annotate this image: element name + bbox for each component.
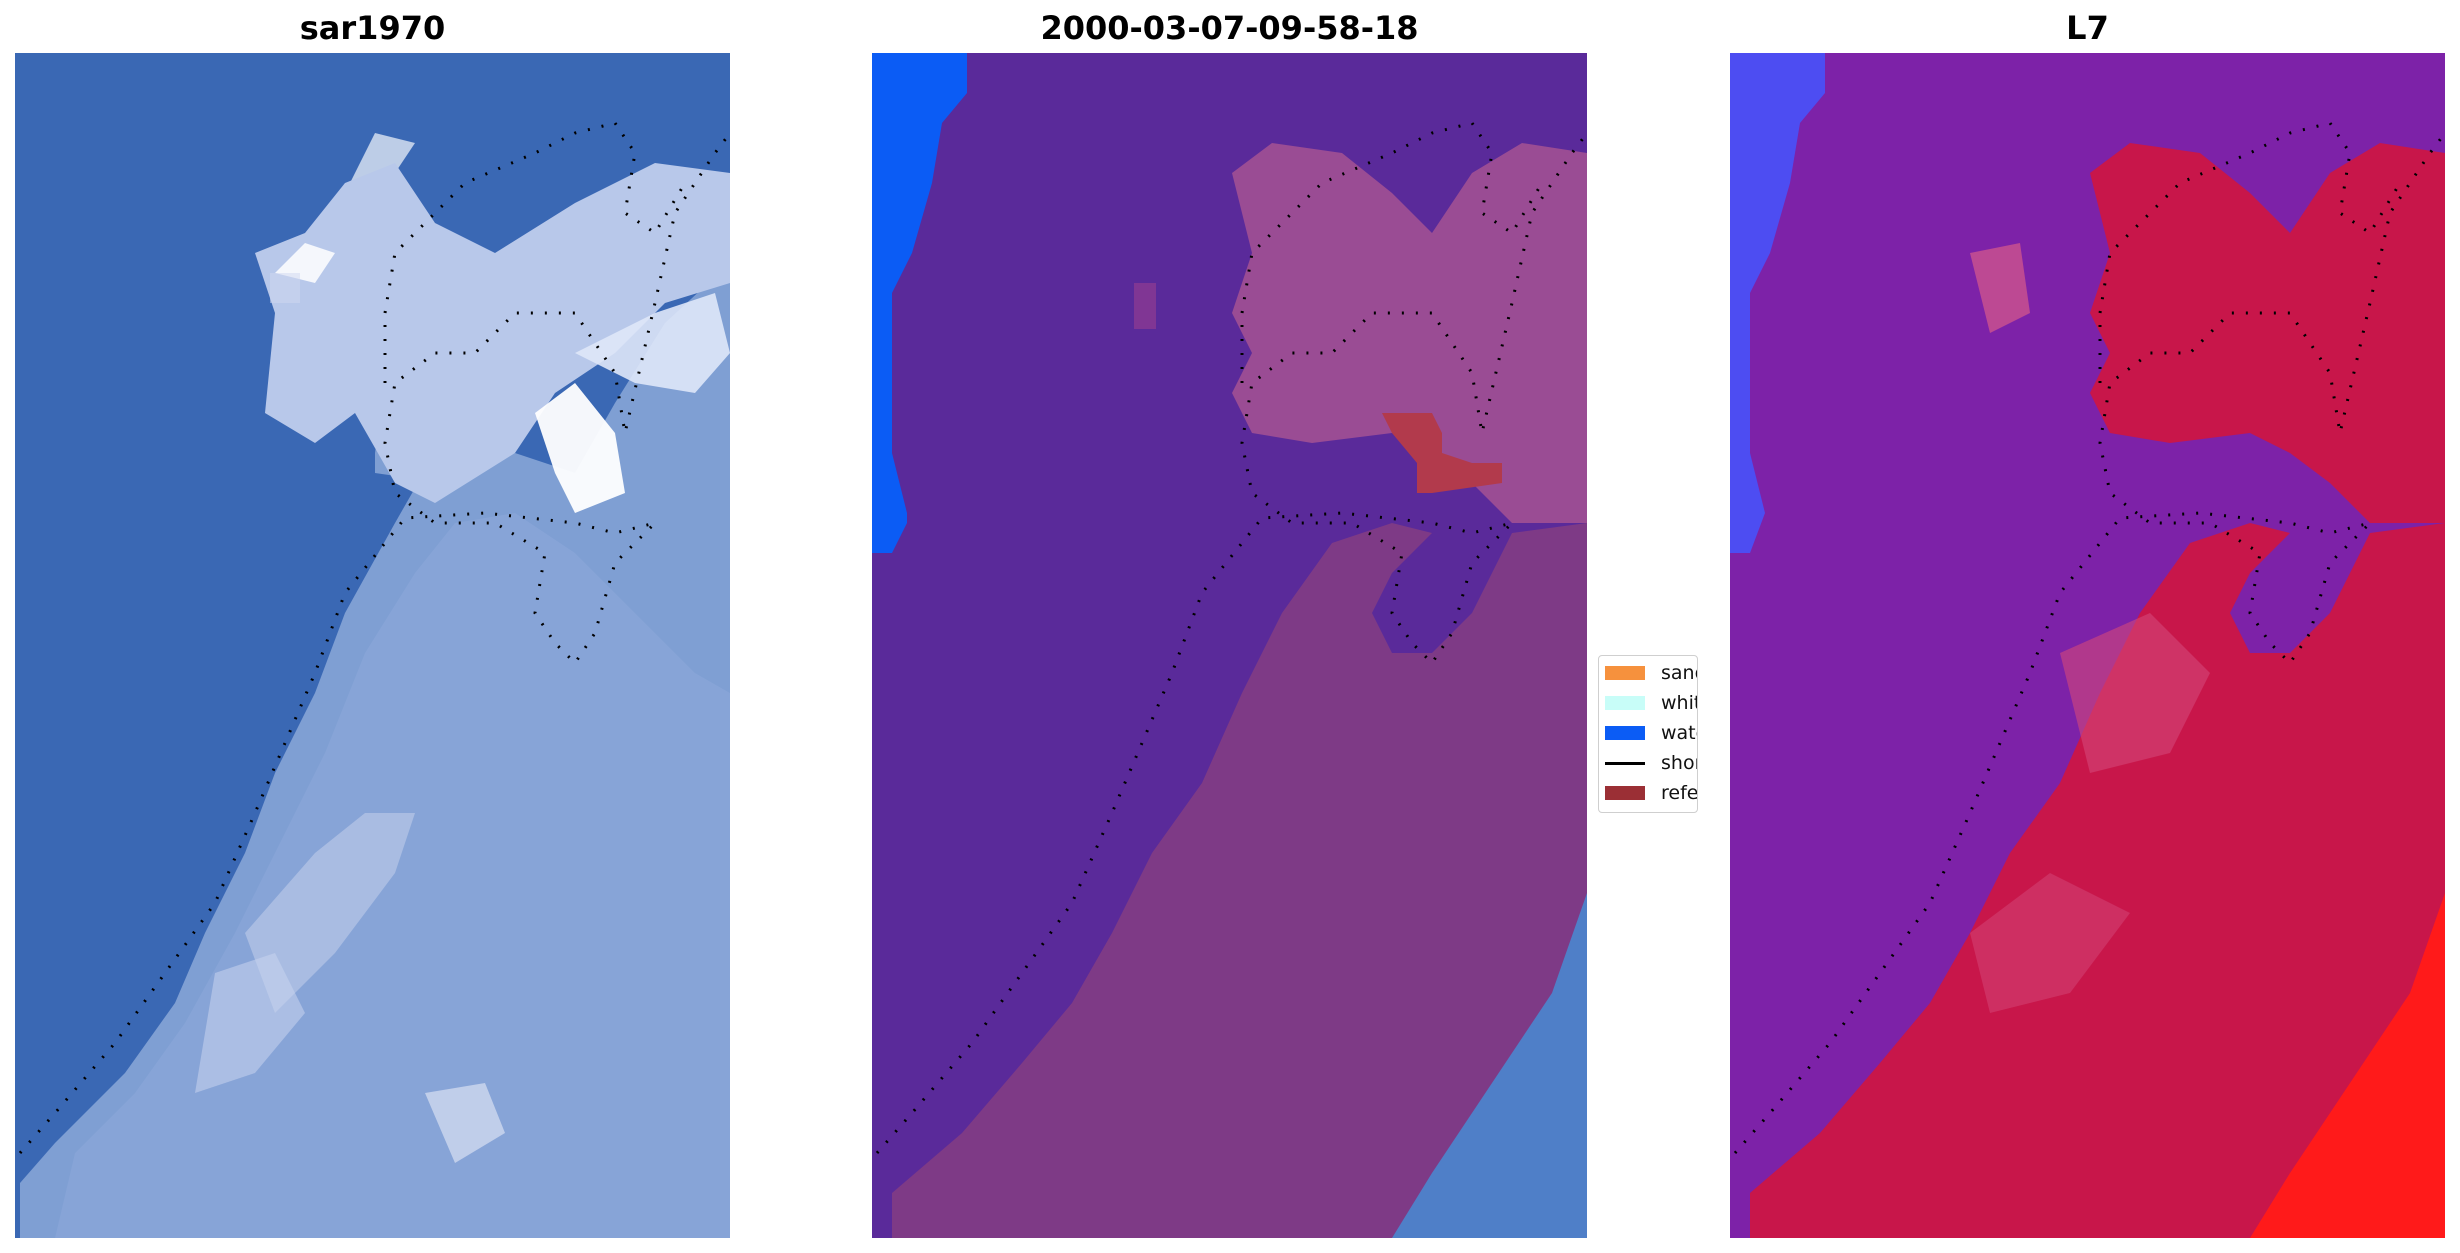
- rgb-image-panel: [15, 53, 730, 1238]
- legend-swatch-water: [1605, 726, 1645, 740]
- legend-label-water: water: [1661, 722, 1697, 744]
- index-image-panel: [1730, 53, 2445, 1238]
- legend-label-whitewater: whitewater: [1661, 692, 1697, 714]
- classification-panel: [872, 53, 1587, 1238]
- rgb-image: [15, 53, 730, 1238]
- legend-label-shoreline: shoreline: [1661, 752, 1698, 774]
- legend: sand whitewater water shoreline referenc…: [1598, 655, 1698, 813]
- legend-swatch-reference: [1605, 786, 1645, 800]
- legend-item-water: water: [1605, 722, 1697, 744]
- index-image: [1730, 53, 2445, 1238]
- panel-title-rgb: sar1970: [299, 9, 446, 47]
- legend-swatch-whitewater: [1605, 696, 1645, 710]
- classification-image: [872, 53, 1587, 1238]
- legend-item-sand: sand: [1605, 662, 1697, 684]
- panel-title-classification: 2000-03-07-09-58-18: [1040, 9, 1419, 47]
- legend-item-reference: reference: [1605, 782, 1698, 804]
- legend-swatch-sand: [1605, 666, 1645, 680]
- legend-label-sand: sand: [1661, 662, 1697, 684]
- legend-line-shoreline: [1605, 761, 1645, 765]
- panel-title-index: L7: [2066, 9, 2109, 47]
- legend-item-shoreline: shoreline: [1605, 752, 1698, 774]
- legend-item-whitewater: whitewater: [1605, 692, 1697, 714]
- legend-label-reference: reference: [1661, 782, 1698, 804]
